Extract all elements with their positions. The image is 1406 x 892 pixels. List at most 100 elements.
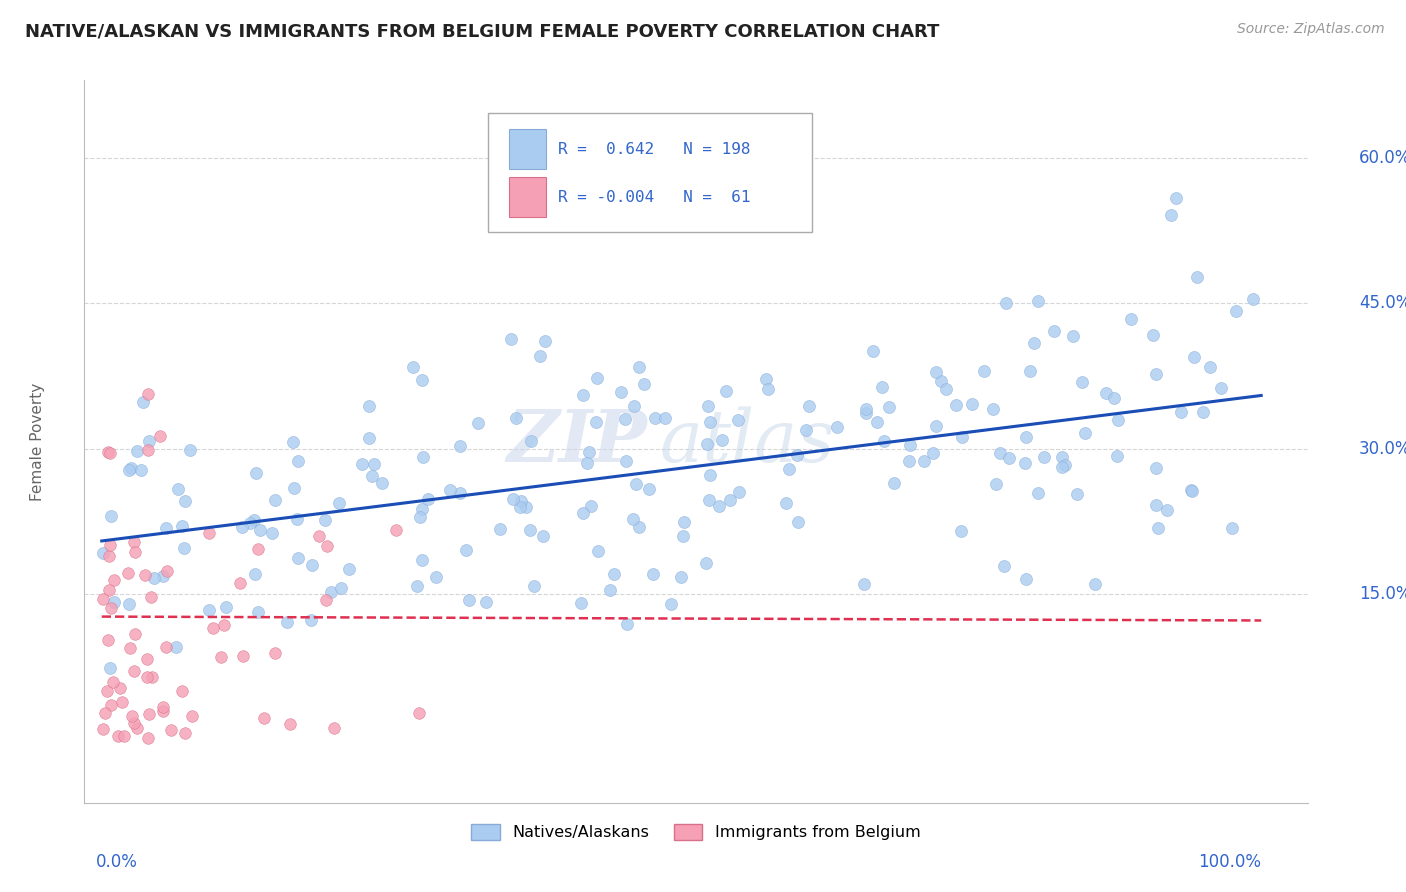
Bar (509, 178, 546, 217)
Point (671, 570, 693, 584)
Point (877, 401, 900, 415)
Point (328, 496, 350, 510)
Point (1146, 521, 1168, 535)
Point (756, 382, 779, 396)
Point (449, 486, 471, 500)
Point (283, 481, 305, 495)
Point (643, 566, 665, 581)
Point (385, 524, 408, 538)
Point (1095, 385, 1118, 400)
Point (522, 579, 544, 593)
Text: Source: ZipAtlas.com: Source: ZipAtlas.com (1237, 22, 1385, 37)
Point (411, 501, 433, 516)
Point (695, 556, 717, 570)
Point (246, 542, 269, 557)
Point (167, 482, 190, 496)
Point (1187, 269, 1209, 284)
Point (138, 387, 160, 401)
Point (1209, 381, 1232, 395)
Point (278, 717, 301, 731)
Point (174, 493, 197, 508)
Point (786, 448, 808, 462)
Point (924, 365, 946, 379)
Point (180, 709, 202, 723)
Point (212, 618, 235, 632)
Point (136, 443, 159, 458)
Point (287, 550, 309, 565)
Point (408, 706, 430, 721)
Point (110, 681, 132, 695)
Point (111, 695, 134, 709)
Point (533, 529, 555, 543)
Point (697, 399, 720, 413)
Point (627, 520, 650, 534)
Point (672, 528, 695, 542)
Point (96, 684, 118, 698)
Point (1052, 450, 1074, 464)
Point (519, 523, 541, 537)
Point (866, 415, 889, 429)
Point (409, 510, 432, 524)
Point (572, 388, 595, 402)
Point (135, 670, 157, 684)
Point (93, 546, 115, 560)
Point (249, 523, 271, 537)
Point (1074, 426, 1097, 441)
Point (499, 333, 522, 347)
Text: NATIVE/ALASKAN VS IMMIGRANTS FROM BELGIUM FEMALE POVERTY CORRELATION CHART: NATIVE/ALASKAN VS IMMIGRANTS FROM BELGIU… (25, 22, 939, 40)
Point (633, 377, 655, 392)
Point (357, 399, 380, 413)
Point (124, 545, 146, 559)
Point (935, 382, 957, 396)
Point (718, 492, 741, 507)
Point (610, 385, 633, 400)
Point (120, 461, 142, 475)
Point (264, 646, 287, 660)
Point (160, 723, 183, 737)
Point (995, 295, 1018, 310)
Point (174, 726, 197, 740)
Point (100, 446, 122, 460)
Point (572, 506, 595, 520)
Point (898, 438, 921, 452)
Point (411, 552, 433, 566)
Point (638, 482, 661, 496)
Point (301, 558, 323, 572)
Point (616, 617, 638, 632)
Point (654, 411, 676, 425)
Point (599, 583, 621, 598)
Point (581, 499, 603, 513)
Point (139, 590, 162, 604)
Point (699, 468, 721, 483)
Point (122, 664, 145, 678)
Point (412, 450, 434, 465)
Point (510, 494, 533, 508)
Point (475, 595, 498, 609)
Point (1192, 405, 1215, 419)
Point (152, 569, 174, 583)
Point (623, 399, 645, 413)
Point (173, 541, 195, 555)
Point (520, 434, 543, 448)
Point (117, 566, 139, 581)
Point (1053, 458, 1076, 472)
Point (165, 640, 187, 655)
Point (534, 334, 557, 348)
Point (852, 577, 875, 591)
Point (714, 384, 737, 399)
Point (727, 413, 749, 427)
Point (659, 598, 682, 612)
Point (1164, 191, 1187, 205)
Text: 45.0%: 45.0% (1360, 294, 1406, 312)
Point (699, 415, 721, 429)
Point (179, 443, 201, 458)
Point (883, 476, 905, 491)
Point (623, 511, 645, 525)
Point (797, 399, 820, 413)
Point (986, 477, 1008, 491)
Point (529, 349, 551, 363)
Point (1119, 312, 1142, 326)
Text: 60.0%: 60.0% (1360, 149, 1406, 167)
Point (855, 401, 877, 416)
Point (276, 615, 298, 630)
